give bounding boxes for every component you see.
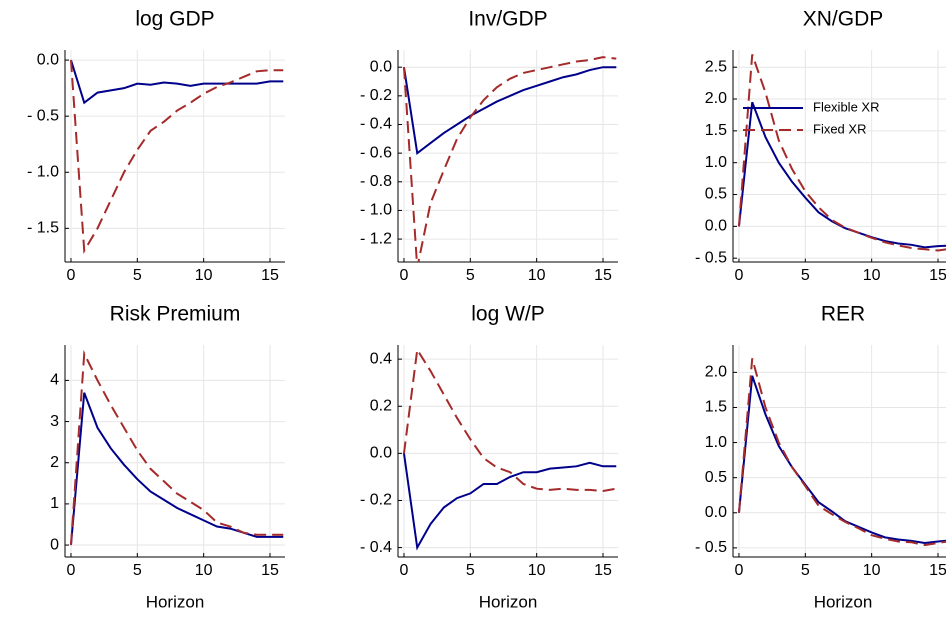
x-tick-label: 10: [863, 562, 881, 579]
x-tick-label: 0: [67, 267, 76, 284]
x-tick-label: 5: [133, 562, 142, 579]
series-line: [69, 392, 284, 546]
x-tick-label: 15: [594, 562, 612, 579]
x-tick-label: 15: [261, 562, 279, 579]
x-tick-label: 15: [929, 562, 946, 579]
y-tick-label: 0.5: [705, 186, 727, 203]
y-tick-label: - 0.4: [360, 116, 392, 133]
series-line: [402, 56, 617, 262]
y-tick-label: 1.0: [705, 154, 727, 171]
y-tick-label: 4: [50, 372, 59, 389]
x-tick-label: 0: [735, 562, 744, 579]
y-tick-label: 0.0: [370, 445, 392, 462]
legend-label: Flexible XR: [813, 99, 879, 114]
subplot-title: RER: [821, 303, 865, 326]
x-tick-label: 5: [466, 562, 475, 579]
x-tick-label: 5: [801, 562, 810, 579]
subplot-title: XN/GDP: [803, 8, 884, 31]
x-tick-label: 5: [466, 267, 475, 284]
series-line: [737, 54, 946, 252]
y-tick-label: - 0.6: [360, 144, 392, 161]
y-tick-label: 0.0: [37, 51, 59, 68]
series-line: [402, 66, 617, 155]
x-tick-label: 10: [195, 267, 213, 284]
x-tick-label: 0: [67, 562, 76, 579]
subplot: Risk Premium 0 5 10 15 0 1 2 3 4 Horizon: [50, 303, 285, 611]
x-tick-label: 10: [528, 267, 546, 284]
y-tick-label: 1: [50, 495, 59, 512]
y-tick-label: - 1.0: [360, 202, 392, 219]
legend: Flexible XR Fixed XR: [743, 99, 879, 136]
legend-label: Fixed XR: [813, 121, 866, 136]
y-tick-label: 3: [50, 413, 59, 430]
x-tick-label: 10: [195, 562, 213, 579]
series-line: [69, 349, 284, 546]
y-tick-label: 0.4: [370, 350, 392, 367]
subplot-title: log GDP: [135, 8, 214, 31]
y-tick-label: 0: [50, 536, 59, 553]
x-tick-label: 5: [801, 267, 810, 284]
x-tick-label: 0: [735, 267, 744, 284]
y-tick-label: - 0.2: [360, 492, 392, 509]
y-tick-label: 1.5: [705, 122, 727, 139]
series-line: [69, 60, 284, 255]
y-tick-label: 2.0: [705, 364, 727, 381]
series-line: [737, 358, 946, 547]
x-tick-label: 5: [133, 267, 142, 284]
y-tick-label: - 1.0: [27, 163, 59, 180]
y-tick-label: 0.0: [705, 218, 727, 235]
y-tick-label: - 0.5: [27, 107, 59, 124]
subplot-title: Inv/GDP: [468, 8, 547, 31]
series-line: [402, 346, 617, 493]
subplot: RER 0 5 10 15 2.0 1.5 1.0 0.5 0.0 - 0.5 Horizon: [695, 303, 946, 611]
y-tick-label: - 0.5: [695, 249, 727, 266]
subplot-title: log W/P: [471, 303, 545, 326]
x-tick-label: 15: [261, 267, 279, 284]
y-tick-label: - 0.5: [695, 539, 727, 556]
subplot: log GDP 0 5 10 15 0.0 - 0.5 - 1.0 - 1.5: [27, 8, 285, 284]
series-line: [70, 59, 284, 105]
y-tick-label: 2: [50, 454, 59, 471]
y-tick-label: - 0.2: [360, 87, 392, 104]
y-tick-label: - 1.5: [27, 220, 59, 237]
x-tick-label: 0: [400, 562, 409, 579]
y-tick-label: 2.5: [705, 58, 727, 75]
x-axis-label: Horizon: [479, 592, 538, 611]
series-line: [402, 453, 617, 551]
y-tick-label: 1.0: [705, 434, 727, 451]
y-tick-label: 1.5: [705, 399, 727, 416]
subplot: XN/GDP 0 5 10 15 2.5 2.0 1.5 1.0 0.5 0.0 - 0.5 Flexi…: [695, 8, 946, 284]
subplot-title: Risk Premium: [110, 303, 241, 326]
x-tick-label: 15: [594, 267, 612, 284]
x-tick-label: 10: [863, 267, 881, 284]
x-axis-label: Horizon: [146, 592, 205, 611]
y-tick-label: 0.5: [705, 469, 727, 486]
y-tick-label: 0.0: [705, 504, 727, 521]
series-line: [737, 375, 946, 544]
x-tick-label: 0: [400, 267, 409, 284]
y-tick-label: 2.0: [705, 90, 727, 107]
x-tick-label: 10: [528, 562, 546, 579]
subplot: Inv/GDP 0 5 10 15 0.0 - 0.2 - 0.4 - 0.6 - 0.8 - 1.…: [360, 8, 618, 284]
y-tick-label: - 0.8: [360, 173, 392, 190]
y-tick-label: - 0.4: [360, 539, 392, 556]
subplot: log W/P 0 5 10 15 0.4 0.2 0.0 - 0.2 - 0.4 Horizon: [360, 303, 618, 611]
x-tick-label: 15: [929, 267, 946, 284]
y-tick-label: - 1.2: [360, 230, 392, 247]
y-tick-label: 0.0: [370, 58, 392, 75]
series-line: [737, 101, 946, 249]
x-axis-label: Horizon: [814, 592, 873, 611]
y-tick-label: 0.2: [370, 397, 392, 414]
